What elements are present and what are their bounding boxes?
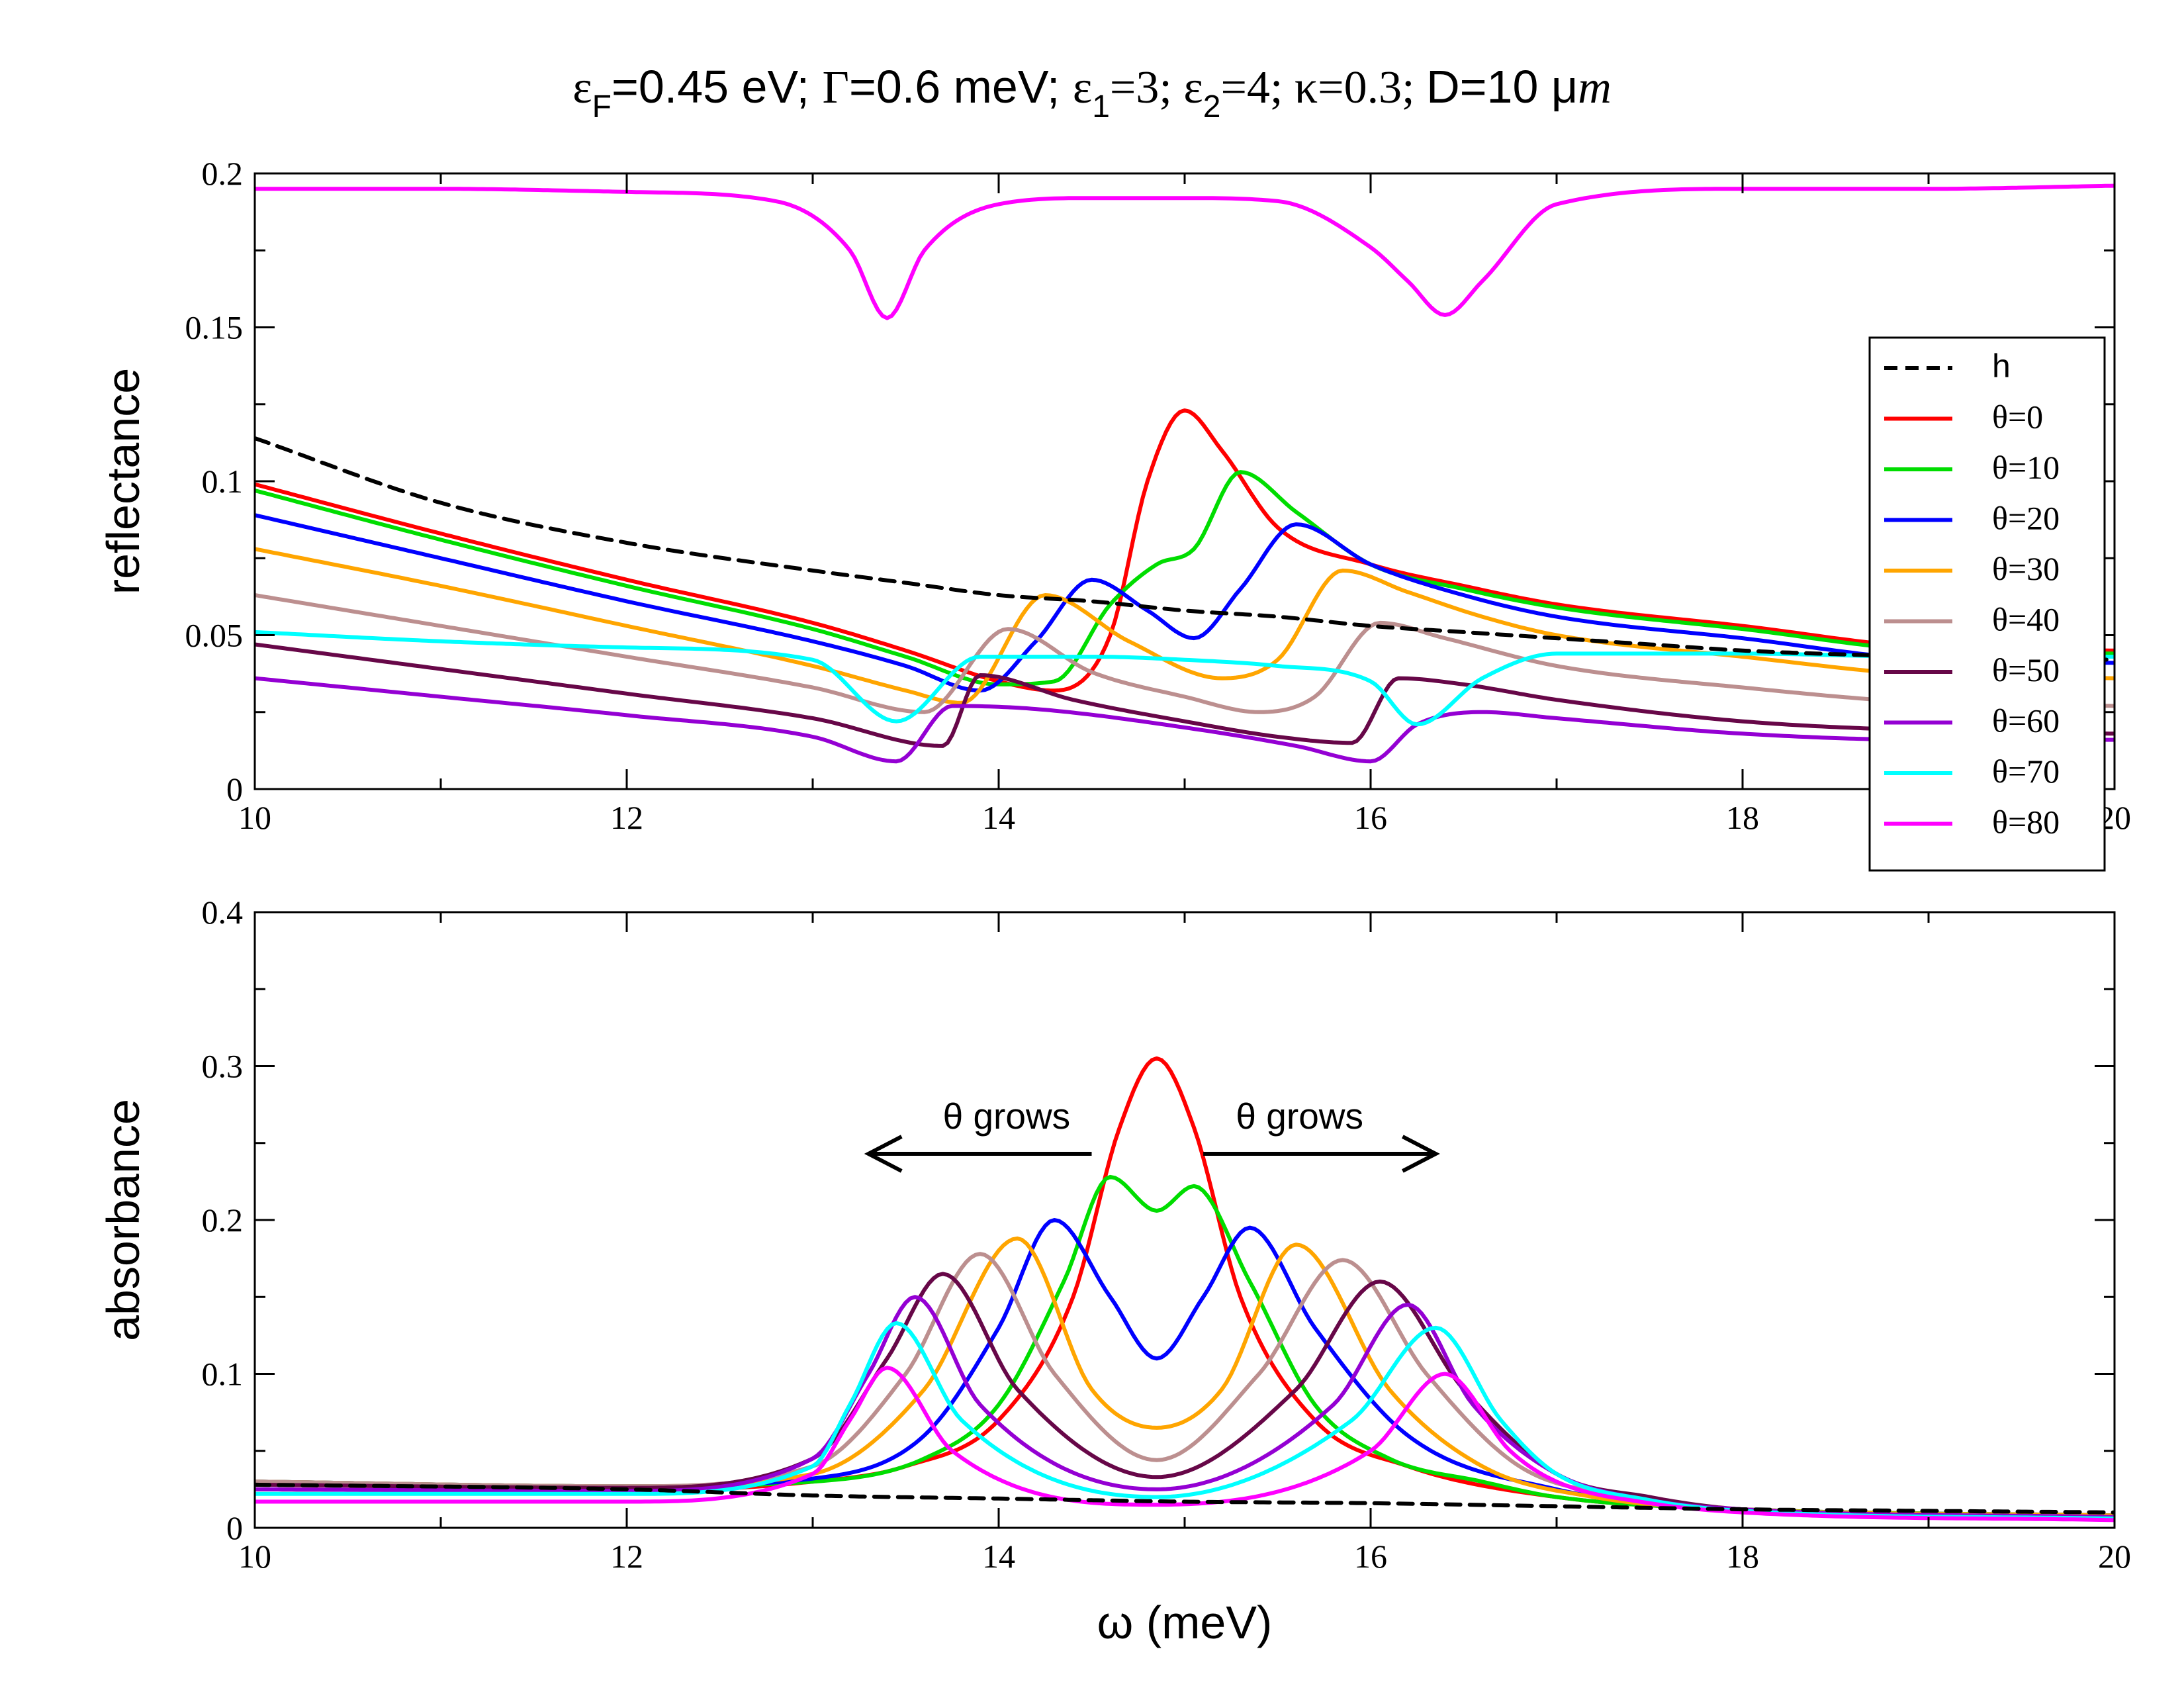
- series-line-h: [255, 1482, 2115, 1515]
- legend-label: θ=50: [1992, 651, 2060, 688]
- y-tick-label: 0.3: [202, 1048, 244, 1085]
- y-tick-label: 0.2: [202, 1201, 244, 1239]
- series-line-theta-50: [255, 1272, 2115, 1519]
- legend-label: θ=60: [1992, 702, 2060, 739]
- series-line-h: [255, 436, 2115, 662]
- x-tick-label: 16: [1354, 1538, 1387, 1575]
- title-part: 1: [1092, 89, 1110, 124]
- x-tick-label: 18: [1726, 799, 1759, 836]
- x-tick-label: 14: [982, 1538, 1015, 1575]
- y-tick-label: 0.1: [202, 463, 244, 500]
- annotation-label: θ grows: [1236, 1096, 1363, 1137]
- series-line-theta-30: [255, 547, 2115, 705]
- series-line-theta-0: [255, 1056, 2115, 1518]
- legend-label: θ=30: [1992, 550, 2060, 587]
- annotation-label: θ grows: [943, 1096, 1071, 1137]
- x-tick-label: 12: [610, 799, 643, 836]
- x-tick-label: 16: [1354, 799, 1387, 836]
- legend-label: θ=10: [1992, 449, 2060, 486]
- title-part: =3;: [1110, 62, 1183, 113]
- y-axis-title: reflectance: [97, 368, 149, 594]
- chart-title: εF=0.45 eV; Γ=0.6 meV; ε1=3; ε2=4; κ=0.3…: [572, 61, 1612, 124]
- y-tick-label: 0.4: [202, 894, 244, 931]
- title-part: m: [1578, 62, 1612, 113]
- title-part: ε: [1073, 62, 1092, 113]
- y-tick-label: 0.05: [185, 617, 244, 654]
- series-line-theta-70: [255, 630, 2115, 727]
- title-part: F: [592, 89, 612, 124]
- y-tick-label: 0.15: [185, 309, 244, 346]
- absorbance-panel: 10 12 14 16 18 20 0 0.1 0.2 0.3 0.4 absorbance θ gro…: [97, 894, 2131, 1648]
- title-part: Γ: [822, 62, 848, 113]
- legend-label: h: [1992, 348, 2011, 385]
- legend-label: θ=70: [1992, 753, 2060, 790]
- title-part: 2: [1203, 89, 1221, 124]
- legend-label: θ=20: [1992, 500, 2060, 537]
- series-line-theta-60: [255, 676, 2115, 764]
- title-part: =0.6 meV;: [849, 61, 1073, 113]
- plot-area: [255, 183, 2115, 764]
- title-part: =4;: [1220, 62, 1294, 113]
- x-tick-label: 18: [1726, 1538, 1759, 1575]
- x-tick-label: 12: [610, 1538, 643, 1575]
- series-line-theta-80: [255, 1366, 2115, 1523]
- legend-label: θ=80: [1992, 804, 2060, 841]
- series-line-theta-20: [255, 513, 2115, 693]
- plot-area: [255, 1056, 2115, 1523]
- title-part: =0.45 eV;: [612, 61, 823, 113]
- plot-frame: [253, 911, 2116, 1529]
- series-line-theta-40: [255, 1252, 2115, 1519]
- legend-label: θ=0: [1992, 399, 2043, 436]
- y-axis-title: absorbance: [97, 1099, 149, 1341]
- legend: h θ=0 θ=10 θ=20 θ=30 θ=40 θ=50 θ=60 θ=70 θ=80: [1868, 336, 2106, 872]
- title-part: κ=0.3;: [1295, 62, 1426, 113]
- y-tick-label: 0: [226, 1509, 243, 1546]
- series-line-theta-80: [255, 183, 2115, 320]
- x-tick-label: 14: [982, 799, 1015, 836]
- title-part: ε: [1183, 62, 1203, 113]
- y-tick-label: 0.2: [202, 155, 244, 192]
- legend-label: θ=40: [1992, 601, 2060, 638]
- x-tick-label: 20: [2098, 1538, 2131, 1575]
- annotation-arrowhead: [864, 1135, 903, 1173]
- series-line-theta-50: [255, 642, 2115, 748]
- y-tick-label: 0: [226, 771, 243, 808]
- title-part: ε: [572, 62, 592, 113]
- x-axis-title: ω (meV): [1097, 1597, 1273, 1648]
- legend-box: [1868, 336, 2106, 872]
- title-part: D=10 μ: [1426, 61, 1578, 113]
- y-tick-label: 0.1: [202, 1356, 244, 1393]
- series-line-theta-0: [255, 408, 2115, 693]
- series-line-theta-10: [255, 1174, 2115, 1518]
- x-tick-label: 10: [238, 799, 271, 836]
- series-line-theta-10: [255, 470, 2115, 686]
- x-tick-label: 10: [238, 1538, 271, 1575]
- annotation-arrowhead: [1401, 1135, 1440, 1173]
